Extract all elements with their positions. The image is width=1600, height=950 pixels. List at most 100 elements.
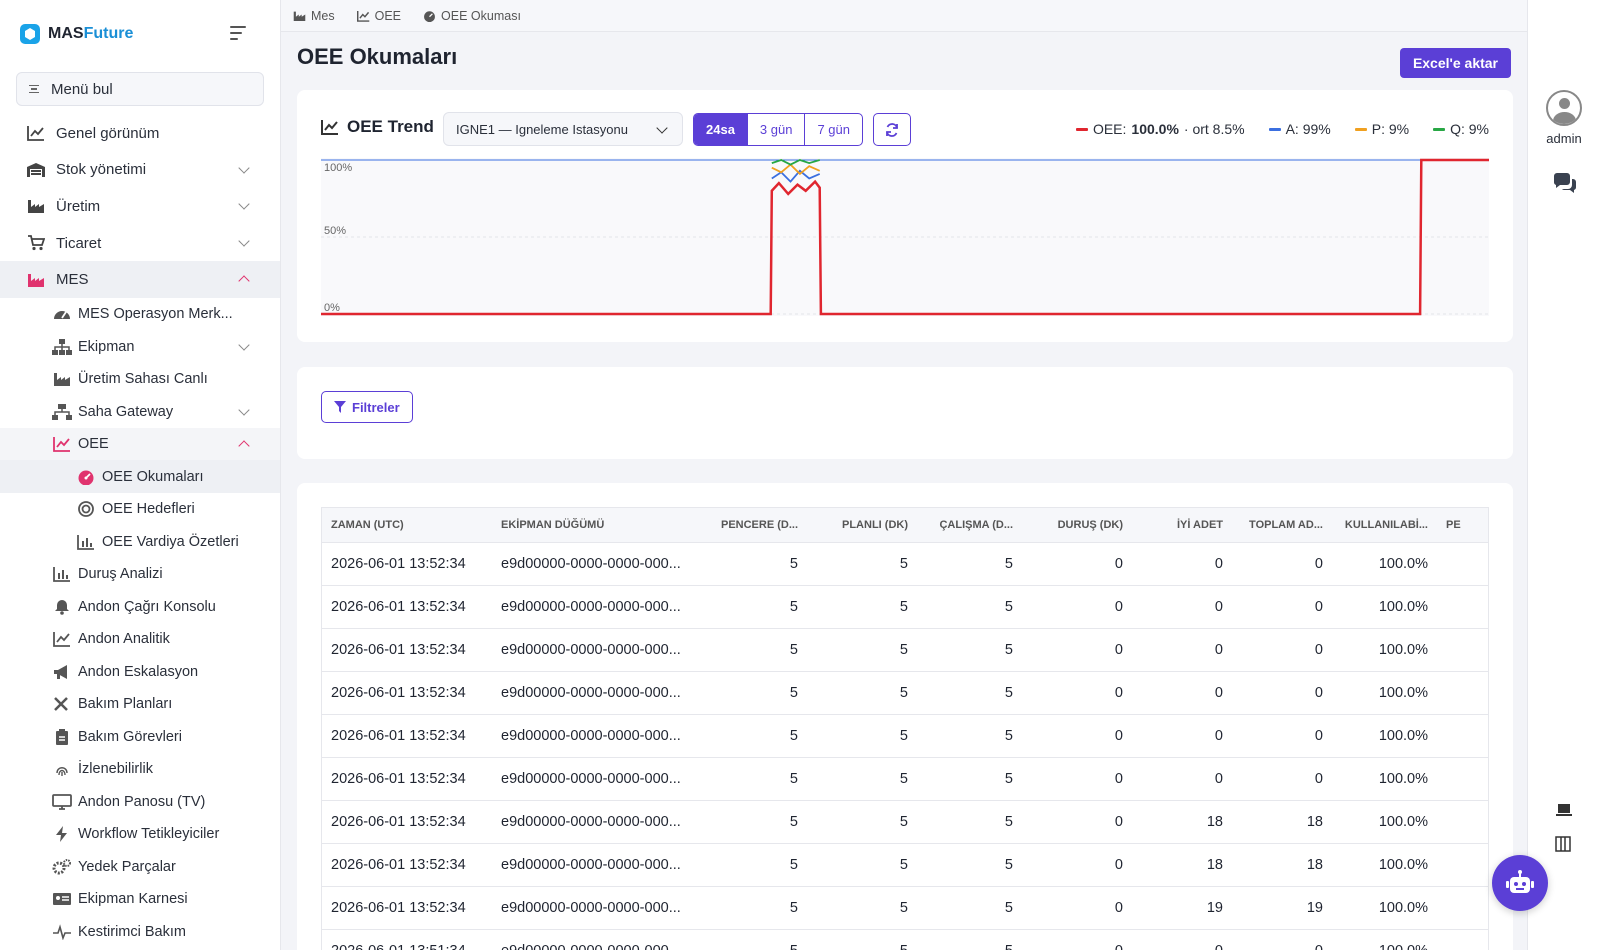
table-cell: e9d00000-0000-0000-000... bbox=[492, 628, 707, 672]
refresh-button[interactable] bbox=[873, 113, 911, 146]
sidebar-item-yedek-parcalar[interactable]: Yedek Parçalar bbox=[0, 850, 280, 883]
table-cell: 100.0% bbox=[1332, 886, 1437, 930]
table-row[interactable]: 2026-06-01 13:52:34 e9d00000-0000-0000-00… bbox=[322, 800, 1488, 844]
chevron-up-icon bbox=[238, 275, 250, 288]
sidebar-item-workflow[interactable]: Workflow Tetikleyiciler bbox=[0, 818, 280, 851]
table-header-cell[interactable]: İYİ ADET bbox=[1132, 508, 1232, 543]
sidebar-item-mes-operasyon[interactable]: MES Operasyon Merk... bbox=[0, 298, 280, 331]
table-cell: 100.0% bbox=[1332, 843, 1437, 887]
fingerprint-icon bbox=[52, 760, 72, 778]
range-7d-button[interactable]: 7 gün bbox=[817, 122, 851, 137]
sidebar-item-durus-analizi[interactable]: Duruş Analizi bbox=[0, 558, 280, 591]
sidebar-item-oee-vardiya[interactable]: OEE Vardiya Özetleri bbox=[0, 525, 280, 558]
table-header-cell[interactable]: ZAMAN (UTC) bbox=[322, 508, 492, 543]
menu-search-input[interactable]: Menü bul bbox=[16, 72, 264, 106]
brand[interactable]: MAS Future bbox=[20, 24, 133, 44]
sidebar-item-mes[interactable]: MES bbox=[0, 261, 280, 298]
sidebar-item-label: Stok yönetimi bbox=[56, 161, 147, 179]
table-row[interactable]: 2026-06-01 13:52:34 e9d00000-0000-0000-00… bbox=[322, 757, 1488, 801]
sidebar-item-saha-gateway[interactable]: Saha Gateway bbox=[0, 395, 280, 428]
sidebar-item-oee-hedefleri[interactable]: OEE Hedefleri bbox=[0, 493, 280, 526]
table-cell: 5 bbox=[807, 542, 917, 586]
table-cell: 0 bbox=[1232, 628, 1332, 672]
sitemap-icon bbox=[52, 338, 72, 356]
laptop-icon[interactable] bbox=[1556, 804, 1572, 816]
range-24h-button[interactable]: 24sa bbox=[694, 114, 748, 145]
sidebar-item-andon-cagri[interactable]: Andon Çağrı Konsolu bbox=[0, 590, 280, 623]
table-row[interactable]: 2026-06-01 13:51:34e9d00000-0000-0000-00… bbox=[322, 929, 1488, 950]
table-cell: 5 bbox=[917, 671, 1022, 715]
assistant-bot-button[interactable] bbox=[1492, 855, 1548, 911]
sidebar-item-oee[interactable]: OEE bbox=[0, 427, 280, 461]
table-cell: 0 bbox=[1232, 585, 1332, 629]
sidebar-item-uretim[interactable]: Üretim bbox=[0, 188, 280, 225]
equipment-select[interactable]: IGNE1 — Igneleme Istasyonu bbox=[443, 112, 683, 146]
table-row[interactable]: 2026-06-01 13:52:34 e9d00000-0000-0000-00… bbox=[322, 585, 1488, 629]
table-cell: 2026-06-01 13:52:34 bbox=[322, 671, 492, 715]
sidebar-item-genel-gorunum[interactable]: Genel görünüm bbox=[0, 115, 280, 152]
sidebar-collapse-icon[interactable] bbox=[230, 26, 248, 42]
table-row[interactable]: 2026-06-01 13:52:34 e9d00000-0000-0000-00… bbox=[322, 886, 1488, 930]
chevron-down-icon bbox=[238, 161, 250, 174]
table-cell: 100.0% bbox=[1332, 671, 1437, 715]
sidebar-item-ekipman[interactable]: Ekipman bbox=[0, 330, 280, 363]
breadcrumb-item-oee[interactable]: OEE bbox=[356, 9, 401, 23]
table-header-cell[interactable]: TOPLAM AD... bbox=[1232, 508, 1332, 543]
sidebar-item-ticaret[interactable]: Ticaret bbox=[0, 225, 280, 262]
table-row[interactable]: 2026-06-01 13:52:34 e9d00000-0000-0000-00… bbox=[322, 671, 1488, 715]
chevron-down-icon bbox=[238, 198, 250, 210]
funnel-icon bbox=[334, 401, 346, 413]
table-cell: e9d00000-0000-0000-000... bbox=[492, 714, 707, 758]
sidebar-item-andon-analitik[interactable]: Andon Analitik bbox=[0, 623, 280, 656]
sidebar-item-andon-eskalasyon[interactable]: Andon Eskalasyon bbox=[0, 655, 280, 688]
sidebar-item-label: Andon Analitik bbox=[78, 631, 170, 648]
monitor-icon bbox=[52, 793, 72, 811]
excel-export-button[interactable]: Excel'e aktar bbox=[1399, 48, 1511, 78]
legend-oee-avg: · ort 8.5% bbox=[1183, 121, 1245, 137]
main-content: Mes OEE OEE Okuması OEE Okumaları Excel'… bbox=[280, 0, 1528, 950]
table-cell bbox=[1437, 800, 1488, 844]
sidebar-item-andon-panosu[interactable]: Andon Panosu (TV) bbox=[0, 785, 280, 818]
table-cell: 5 bbox=[917, 800, 1022, 844]
sidebar-item-kestirimci-bakim[interactable]: Kestirimci Bakım bbox=[0, 915, 280, 948]
table-row[interactable]: 2026-06-01 13:52:34 e9d00000-0000-0000-00… bbox=[322, 628, 1488, 672]
table-row[interactable]: 2026-06-01 13:52:34 e9d00000-0000-0000-00… bbox=[322, 714, 1488, 758]
table-cell bbox=[1437, 929, 1488, 950]
table-cell: 0 bbox=[1232, 929, 1332, 950]
table-cell: 0 bbox=[1022, 843, 1132, 887]
chart-legend: OEE: 100.0% · ort 8.5% A: 99% P: 9% Q: 9% bbox=[1075, 121, 1489, 137]
range-3d-button[interactable]: 3 gün bbox=[748, 114, 806, 145]
table-header-cell[interactable]: EKİPMAN DÜĞÜMÜ bbox=[492, 508, 707, 543]
sidebar-item-label: Duruş Analizi bbox=[78, 566, 163, 583]
table-row[interactable]: 2026-06-01 13:52:34 e9d00000-0000-0000-00… bbox=[322, 542, 1488, 586]
table-header-cell[interactable]: KULLANILABİ... bbox=[1332, 508, 1437, 543]
breadcrumb-label: OEE Okuması bbox=[441, 8, 521, 23]
table-header-cell[interactable]: DURUŞ (DK) bbox=[1022, 508, 1132, 543]
sidebar-item-oee-okumalari[interactable]: OEE Okumaları bbox=[0, 460, 280, 493]
filters-button[interactable]: Filtreler bbox=[321, 391, 413, 423]
table-cell: e9d00000-0000-0000-000... bbox=[492, 843, 707, 887]
table-row[interactable]: 2026-06-01 13:52:34 e9d00000-0000-0000-00… bbox=[322, 843, 1488, 887]
bar-chart-icon bbox=[76, 533, 96, 551]
table-cell: 100.0% bbox=[1332, 800, 1437, 844]
sidebar-item-label: OEE Okumaları bbox=[102, 468, 204, 485]
sidebar-item-izlenebilirlik[interactable]: İzlenebilirlik bbox=[0, 753, 280, 786]
table-header-cell[interactable]: ÇALIŞMA (D... bbox=[917, 508, 1022, 543]
columns-icon[interactable] bbox=[1555, 836, 1571, 852]
table-header-cell[interactable]: PENCERE (D... bbox=[707, 508, 807, 543]
breadcrumb-item-mes[interactable]: Mes bbox=[293, 9, 335, 23]
user-avatar-icon[interactable] bbox=[1546, 90, 1582, 126]
sidebar-item-uretim-sahasi[interactable]: Üretim Sahası Canlı bbox=[0, 363, 280, 396]
chevron-down-icon bbox=[238, 235, 250, 247]
id-card-icon bbox=[52, 890, 72, 908]
table-header-cell[interactable]: PE bbox=[1437, 508, 1488, 543]
line-chart-icon bbox=[356, 10, 369, 22]
sidebar-item-stok-yonetimi[interactable]: Stok yönetimi bbox=[0, 152, 280, 189]
sidebar-item-label: Ticaret bbox=[56, 234, 102, 252]
target-icon bbox=[76, 500, 96, 518]
table-header-cell[interactable]: PLANLI (DK) bbox=[807, 508, 917, 543]
sidebar-item-bakim-planlari[interactable]: Bakım Planları bbox=[0, 688, 280, 721]
sidebar-item-ekipman-karnesi[interactable]: Ekipman Karnesi bbox=[0, 883, 280, 916]
chat-icon[interactable] bbox=[1552, 172, 1578, 194]
sidebar-item-bakim-gorevleri[interactable]: Bakım Görevleri bbox=[0, 720, 280, 753]
